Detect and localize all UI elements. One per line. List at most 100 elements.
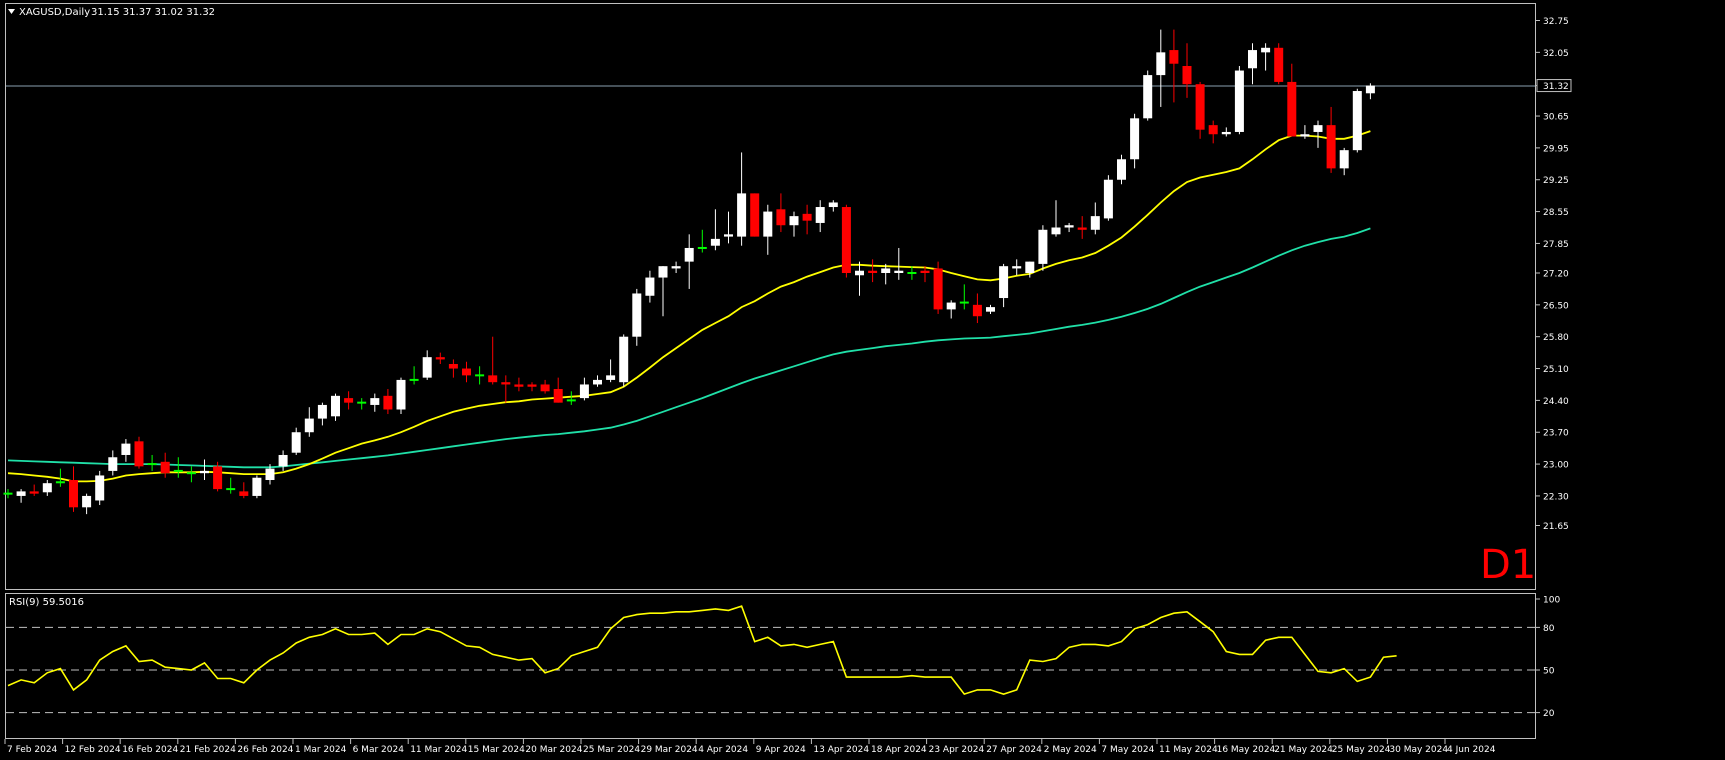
candle	[448, 359, 458, 378]
candle	[1025, 261, 1035, 278]
candle	[946, 300, 956, 319]
price-tick-label: 24.40	[1543, 397, 1569, 407]
rsi-pane[interactable]	[5, 593, 1536, 739]
ohlc-values: 31.15 31.37 31.02 31.32	[91, 7, 215, 18]
candle	[881, 263, 891, 285]
candle	[1195, 81, 1205, 139]
candle	[920, 266, 930, 283]
candle	[291, 427, 301, 455]
date-tick-label: 1 Mar 2024	[295, 745, 347, 755]
candle	[1130, 113, 1140, 169]
candle	[1261, 43, 1271, 71]
candle	[1365, 83, 1375, 100]
date-tick-label: 11 Mar 2024	[410, 745, 467, 755]
price-pane[interactable]	[5, 3, 1536, 590]
candle	[1234, 65, 1244, 135]
candle	[1221, 127, 1231, 137]
candle	[304, 407, 314, 437]
date-tick-label: 4 Apr 2024	[698, 745, 748, 755]
candle	[763, 204, 773, 255]
candle	[1313, 120, 1323, 148]
candle	[239, 482, 249, 499]
candle	[776, 193, 786, 233]
symbol-title: XAGUSD,Daily	[19, 7, 90, 18]
candle	[684, 234, 694, 289]
date-tick-label: 16 May 2024	[1217, 745, 1276, 755]
candle	[69, 466, 78, 512]
candle	[265, 464, 275, 485]
candle	[632, 288, 642, 346]
date-tick-label: 23 Apr 2024	[929, 745, 985, 755]
candle	[658, 266, 668, 317]
date-tick-label: 11 May 2024	[1159, 745, 1218, 755]
candle	[344, 391, 354, 410]
price-tick-label: 30.65	[1543, 113, 1569, 123]
date-tick-label: 13 Apr 2024	[813, 745, 869, 755]
date-tick-label: 2 May 2024	[1044, 745, 1097, 755]
time-axis: 7 Feb 2024 12 Feb 2024 16 Feb 2024 21 Feb 2…	[4, 739, 1496, 755]
candle	[383, 389, 393, 415]
date-tick-label: 9 Apr 2024	[756, 745, 806, 755]
price-tick-label: 23.00	[1543, 461, 1569, 471]
rsi-tick-label: 80	[1543, 624, 1555, 634]
candle	[1248, 43, 1257, 85]
candle	[1300, 125, 1310, 139]
candle	[357, 398, 367, 410]
last-price-box	[1536, 79, 1572, 93]
candle	[213, 461, 223, 492]
candle	[907, 266, 917, 280]
candle	[422, 350, 432, 380]
candle	[1274, 43, 1284, 85]
candle	[1339, 147, 1349, 176]
candle	[317, 402, 327, 426]
candle	[972, 293, 982, 324]
candle	[3, 489, 13, 499]
slow-moving-average-line	[7, 227, 1371, 469]
candle	[514, 377, 524, 392]
candle	[55, 468, 65, 487]
date-tick-label: 12 Feb 2024	[65, 745, 121, 755]
candle	[16, 489, 26, 503]
candle	[147, 454, 157, 471]
candles	[3, 29, 1375, 515]
candle	[1117, 154, 1126, 185]
candle	[1064, 222, 1074, 233]
candle	[579, 377, 589, 401]
candle	[553, 377, 563, 403]
candle	[396, 377, 406, 415]
candle	[933, 261, 943, 314]
price-tick-label: 21.65	[1543, 522, 1569, 532]
candle	[593, 375, 602, 387]
candle	[724, 211, 733, 244]
candle	[566, 391, 576, 405]
candle	[1038, 225, 1048, 271]
candle	[82, 493, 92, 515]
rsi-line	[7, 605, 1397, 696]
candle	[710, 209, 720, 251]
date-tick-label: 26 Feb 2024	[237, 745, 293, 755]
candle	[894, 247, 904, 280]
price-tick-label: 25.80	[1543, 333, 1569, 343]
candle	[789, 211, 799, 237]
candle	[737, 152, 747, 246]
rsi-tick-label: 50	[1543, 667, 1555, 677]
candle	[999, 263, 1009, 308]
dropdown-triangle-icon[interactable]	[8, 9, 15, 14]
candle	[29, 484, 39, 496]
date-tick-label: 18 Apr 2024	[871, 745, 927, 755]
candle	[1352, 88, 1362, 153]
candle	[1208, 120, 1218, 144]
price-tick-label: 27.20	[1543, 270, 1569, 280]
price-tick-label: 27.85	[1543, 240, 1569, 250]
date-tick-label: 30 May 2024	[1389, 745, 1448, 755]
price-tick-label: 23.70	[1543, 429, 1569, 439]
date-tick-label: 4 Jun 2024	[1447, 745, 1496, 755]
candle	[370, 393, 380, 412]
candle	[1077, 216, 1087, 239]
candle	[868, 259, 878, 283]
candle	[855, 261, 864, 296]
candle	[121, 439, 131, 462]
candle	[645, 270, 655, 303]
candle	[619, 334, 629, 387]
